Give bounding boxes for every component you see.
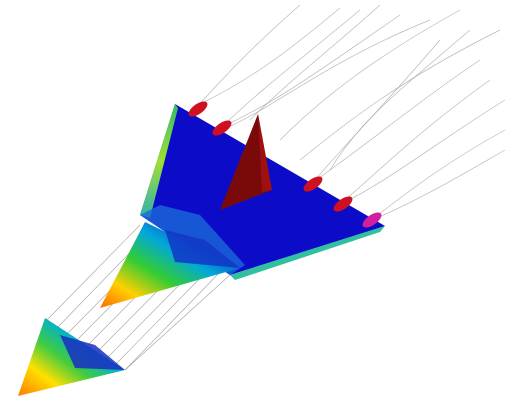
page: (() => { const data = JSON.parse(documen… xyxy=(0,0,509,403)
visualization xyxy=(0,0,509,403)
